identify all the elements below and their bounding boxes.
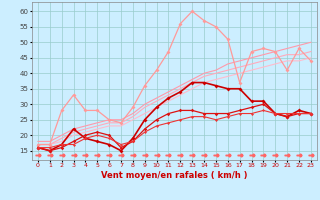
X-axis label: Vent moyen/en rafales ( km/h ): Vent moyen/en rafales ( km/h ) [101, 171, 248, 180]
